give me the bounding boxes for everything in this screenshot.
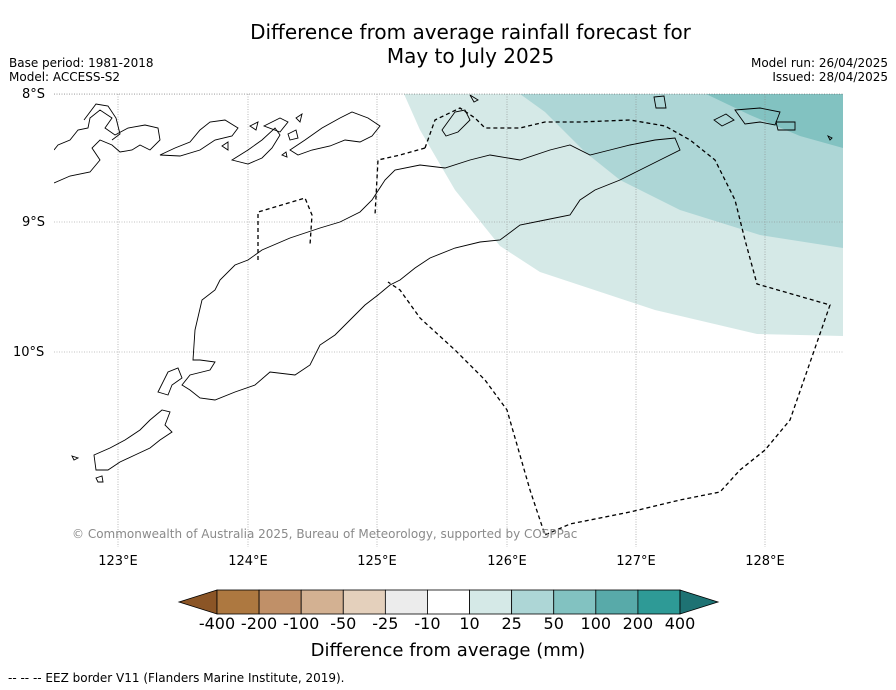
base-period: Base period: 1981-2018 xyxy=(9,56,154,70)
colorbar-extend-high xyxy=(679,589,720,615)
colorbar-segment xyxy=(427,589,470,615)
lat-label-9s: 9°S xyxy=(22,215,46,230)
colorbar-tick-label: 400 xyxy=(664,614,696,633)
colorbar-label: Difference from average (mm) xyxy=(310,640,586,661)
colorbar-tick-label: -400 xyxy=(198,614,236,633)
colorbar-segment xyxy=(595,589,639,615)
lon-label-125e: 125°E xyxy=(357,554,397,569)
colorbar-tick-label: 50 xyxy=(543,614,564,633)
title-line-1: Difference from average rainfall forecas… xyxy=(250,20,691,44)
copyright-notice: © Commonwealth of Australia 2025, Bureau… xyxy=(72,527,578,541)
colorbar-segment xyxy=(300,589,344,615)
colorbar-segment xyxy=(511,589,555,615)
lat-label-10s: 10°S xyxy=(13,345,45,360)
colorbar-tick-label: -100 xyxy=(283,614,320,633)
lon-label-127e: 127°E xyxy=(616,554,656,569)
map-title: Difference from average rainfall forecas… xyxy=(0,20,896,68)
colorbar-tick-label: 10 xyxy=(459,614,480,633)
model-name: Model: ACCESS-S2 xyxy=(9,70,121,84)
issued-date: Issued: 28/04/2025 xyxy=(772,70,888,84)
band-50-100 xyxy=(706,94,843,148)
colorbar-tick-label: 25 xyxy=(501,614,522,633)
colorbar-segment xyxy=(342,589,386,615)
eez-legend-footer: -- -- -- EEZ border V11 (Flanders Marine… xyxy=(8,671,345,685)
colorbar-segment xyxy=(258,589,302,615)
colorbar-tick-label: -10 xyxy=(414,614,441,633)
colorbar-extend-low xyxy=(177,589,218,615)
lon-label-128e: 128°E xyxy=(745,554,785,569)
model-run: Model run: 26/04/2025 xyxy=(750,56,888,70)
colorbar-tick-label: -200 xyxy=(240,614,278,633)
lon-label-126e: 126°E xyxy=(487,554,527,569)
colorbar-tick-label: -50 xyxy=(330,614,357,633)
colorbar-tick-label: 200 xyxy=(622,614,654,633)
colorbar-segment xyxy=(553,589,597,615)
colorbar xyxy=(177,589,720,615)
lon-label-124e: 124°E xyxy=(228,554,268,569)
coastlines xyxy=(54,94,833,483)
colorbar-tick-label: -25 xyxy=(372,614,399,633)
eez-border xyxy=(257,107,831,536)
band-25-50 xyxy=(520,94,843,248)
lon-label-123e: 123°E xyxy=(98,554,138,569)
title-line-2: May to July 2025 xyxy=(386,44,555,68)
colorbar-segment xyxy=(637,589,681,615)
lat-label-8s: 8°S xyxy=(22,87,46,102)
colorbar-segment xyxy=(469,589,513,615)
colorbar-tick-label: 100 xyxy=(580,614,612,633)
colorbar-segment xyxy=(216,589,260,615)
colorbar-segment xyxy=(384,589,428,615)
